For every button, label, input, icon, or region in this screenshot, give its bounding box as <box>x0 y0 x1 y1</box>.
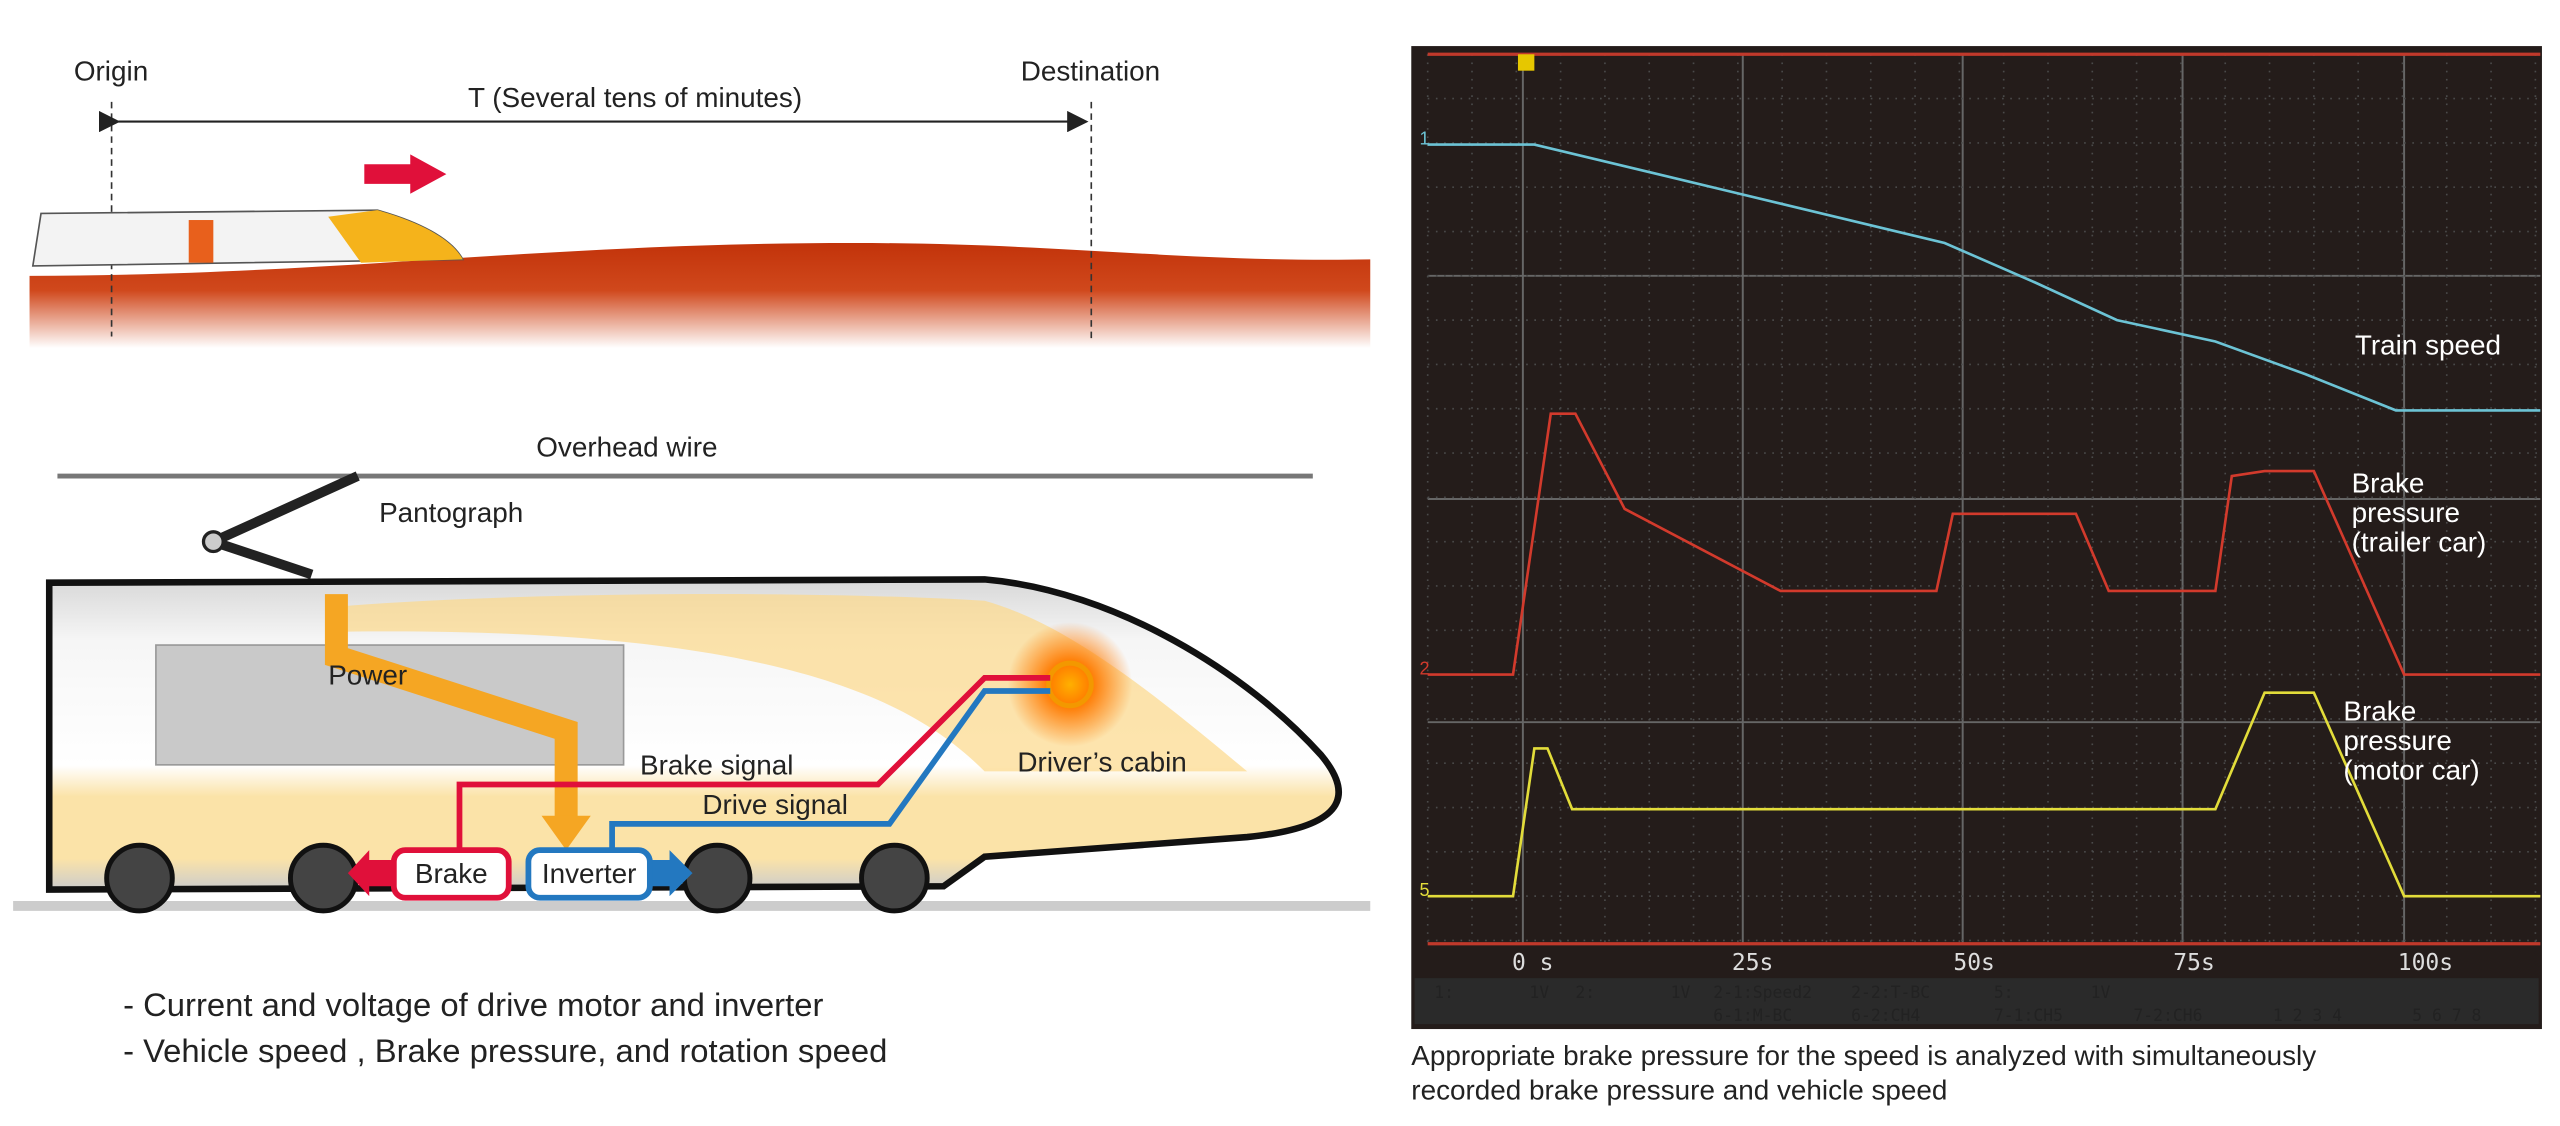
trace-label: (motor car) <box>2343 755 2479 786</box>
inverter-box <box>525 847 653 901</box>
caption: recorded brake pressure and vehicle spee… <box>1411 1075 1947 1106</box>
status-text: 2: <box>1575 983 1595 1002</box>
journey: Origin Destination T (Several tens of mi… <box>29 56 1371 349</box>
status-text: 5: <box>1994 983 2014 1002</box>
cabin-marker <box>1046 660 1094 709</box>
pantograph-label: Pantograph <box>379 497 523 528</box>
trace-label: Brake <box>2352 467 2425 498</box>
train-diagram: Overhead wire Pantograph Brake Inverter … <box>13 431 1371 1069</box>
speed-trace <box>1427 143 2541 412</box>
status-text: 5 6 7 8 <box>2412 1006 2481 1025</box>
pantograph <box>211 471 360 580</box>
scope-screen <box>1411 46 2542 1030</box>
caption: Appropriate brake pressure for the speed… <box>1411 1040 2316 1071</box>
brake-label: Brake <box>415 858 488 889</box>
oscilloscope: 1 2 5 0 s 25s 50s 75s 100s Train speedBrakep… <box>1411 46 2542 1106</box>
trace-label: Brake <box>2343 696 2416 727</box>
x-label: 25s <box>1732 950 1774 976</box>
brake-signal-line <box>456 674 1051 851</box>
power-arrowhead <box>541 815 591 851</box>
wheels <box>104 842 930 914</box>
trace-label: Train speed <box>2355 330 2501 361</box>
status-text: 1V <box>1671 983 1691 1002</box>
x-labels: 0 s 25s 50s 75s 100s <box>1512 950 2453 976</box>
x-label: 75s <box>2173 950 2215 976</box>
ground <box>29 243 1371 349</box>
trigger-marker <box>1517 54 1535 71</box>
power-flow <box>324 594 578 821</box>
pantograph-joint <box>201 530 225 554</box>
brake-arrow <box>347 850 394 897</box>
status-text: 6-1:M-BC <box>1713 1006 1792 1025</box>
x-label: 50s <box>1953 950 1995 976</box>
bullet: - Vehicle speed , Brake pressure, and ro… <box>123 1032 887 1069</box>
status-text: 1V <box>1529 983 1549 1002</box>
small-train-nose <box>328 210 463 263</box>
small-train-door <box>188 220 214 263</box>
bullet: - Current and voltage of drive motor and… <box>123 986 823 1023</box>
x-label: 100s <box>2398 950 2453 976</box>
status-text: 7-2:CH6 <box>2133 1006 2202 1025</box>
status-bar <box>1414 978 2539 1025</box>
drive-signal-line <box>609 688 1051 851</box>
status-text: 1V <box>2091 983 2111 1002</box>
origin-label: Origin <box>74 56 148 87</box>
motor-brake-trace <box>1427 691 2541 898</box>
x-label: 0 s <box>1512 950 1554 976</box>
trailer-brake-trace <box>1427 412 2541 676</box>
status-text: 1 2 3 4 <box>2273 1006 2342 1025</box>
yellow-livery <box>328 594 1248 772</box>
status-text: 6-2:CH4 <box>1851 1006 1920 1025</box>
status-text: 7-1:CH5 <box>1994 1006 2063 1025</box>
trace-label: (trailer car) <box>2352 527 2487 558</box>
cabin-glow <box>1007 622 1133 747</box>
status-text: 2-1:Speed2 <box>1713 983 1812 1002</box>
trace-label: pressure <box>2343 725 2451 756</box>
channel-marker: 2 <box>1419 659 1429 679</box>
destination-label: Destination <box>1021 56 1160 87</box>
power-label: Power <box>328 659 407 690</box>
trace-label: pressure <box>2352 497 2460 528</box>
scope-grid <box>1426 54 2541 944</box>
channel-marker: 5 <box>1419 880 1429 900</box>
direction-arrow <box>364 154 447 194</box>
overhead-wire-label: Overhead wire <box>536 431 717 462</box>
status: 1: 1V 2: 1V 2-1:Speed2 2-2:T-BC 5: 1V 6-1:M-BC 6-… <box>1434 983 2481 1025</box>
brake-signal-label: Brake signal <box>640 750 793 781</box>
channel-marker: 1 <box>1419 129 1429 149</box>
status-text: 2-2:T-BC <box>1851 983 1930 1002</box>
inverter-arrow <box>649 850 693 897</box>
brake-box <box>390 847 512 901</box>
status-text: 1: <box>1434 983 1454 1002</box>
drive-signal-label: Drive signal <box>702 789 848 820</box>
drivers-cabin-label: Driver’s cabin <box>1017 746 1186 777</box>
duration-label: T (Several tens of minutes) <box>468 82 802 113</box>
inverter-label: Inverter <box>542 858 637 889</box>
